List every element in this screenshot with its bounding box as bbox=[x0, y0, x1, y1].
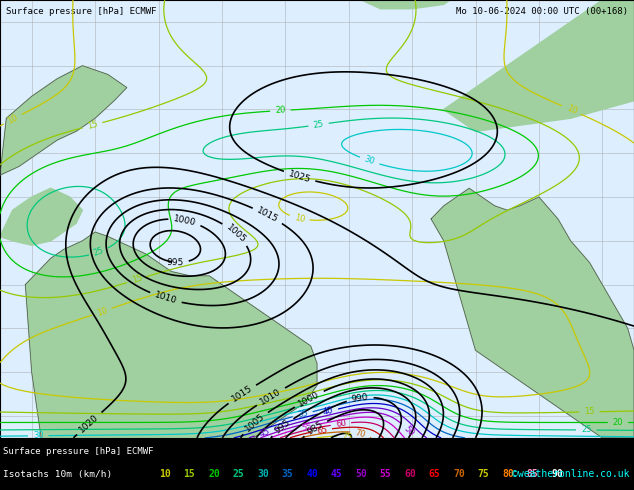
Text: 15: 15 bbox=[184, 469, 195, 479]
Text: 10: 10 bbox=[6, 113, 20, 125]
Text: 985: 985 bbox=[306, 420, 325, 437]
Text: 25: 25 bbox=[93, 246, 105, 258]
Text: 15: 15 bbox=[584, 407, 595, 416]
Text: 70: 70 bbox=[354, 428, 366, 439]
Text: 25: 25 bbox=[581, 425, 592, 435]
Text: 30: 30 bbox=[363, 155, 376, 167]
Text: 25: 25 bbox=[233, 469, 244, 479]
Text: 75: 75 bbox=[477, 469, 489, 479]
Text: 65: 65 bbox=[429, 469, 441, 479]
Text: Surface pressure [hPa] ECMWF: Surface pressure [hPa] ECMWF bbox=[3, 447, 153, 456]
Text: 15: 15 bbox=[86, 120, 99, 131]
Text: 60: 60 bbox=[404, 469, 416, 479]
Text: 10: 10 bbox=[159, 469, 171, 479]
Text: 90: 90 bbox=[551, 469, 563, 479]
Text: 1025: 1025 bbox=[287, 169, 312, 184]
Text: 35: 35 bbox=[297, 409, 309, 420]
Text: 1015: 1015 bbox=[230, 384, 254, 404]
Polygon shape bbox=[361, 0, 456, 9]
Text: 65: 65 bbox=[316, 425, 328, 436]
Text: Isotachs 10m (km/h): Isotachs 10m (km/h) bbox=[3, 470, 112, 479]
Polygon shape bbox=[444, 0, 634, 131]
Text: 10: 10 bbox=[294, 213, 306, 224]
Text: 1000: 1000 bbox=[297, 390, 321, 408]
Text: 25: 25 bbox=[313, 120, 325, 130]
Text: 45: 45 bbox=[258, 427, 271, 439]
Text: 995: 995 bbox=[273, 418, 292, 436]
Text: 50: 50 bbox=[402, 424, 415, 438]
Text: 1010: 1010 bbox=[259, 387, 283, 406]
Text: 50: 50 bbox=[355, 469, 367, 479]
Text: Mo 10-06-2024 00:00 UTC (00+168): Mo 10-06-2024 00:00 UTC (00+168) bbox=[456, 6, 628, 16]
Text: 40: 40 bbox=[306, 469, 318, 479]
Text: 35: 35 bbox=[281, 469, 294, 479]
Text: 10: 10 bbox=[565, 104, 578, 116]
Text: 85: 85 bbox=[527, 469, 538, 479]
Text: Surface pressure [hPa] ECMWF: Surface pressure [hPa] ECMWF bbox=[6, 6, 157, 16]
Text: 10: 10 bbox=[96, 306, 108, 318]
Text: ©weatheronline.co.uk: ©weatheronline.co.uk bbox=[512, 469, 630, 479]
Text: 30: 30 bbox=[257, 469, 269, 479]
Text: 70: 70 bbox=[453, 469, 465, 479]
Text: 20: 20 bbox=[275, 106, 286, 115]
Text: 55: 55 bbox=[380, 469, 391, 479]
Polygon shape bbox=[0, 66, 127, 175]
Text: 1020: 1020 bbox=[78, 413, 101, 435]
Text: 995: 995 bbox=[167, 258, 184, 267]
Polygon shape bbox=[431, 188, 634, 438]
Text: 80: 80 bbox=[502, 469, 514, 479]
Polygon shape bbox=[0, 188, 82, 245]
Text: 1005: 1005 bbox=[243, 412, 266, 433]
Text: 30: 30 bbox=[33, 431, 44, 441]
Polygon shape bbox=[25, 232, 317, 490]
Text: 60: 60 bbox=[335, 418, 347, 429]
Text: 1010: 1010 bbox=[153, 291, 178, 306]
Text: 55: 55 bbox=[301, 421, 313, 433]
Text: 1015: 1015 bbox=[256, 206, 280, 224]
Text: 75: 75 bbox=[342, 432, 353, 442]
Text: 20: 20 bbox=[208, 469, 220, 479]
Text: 40: 40 bbox=[322, 406, 334, 417]
Text: 15: 15 bbox=[131, 274, 143, 285]
Text: 990: 990 bbox=[351, 392, 369, 404]
Text: 1005: 1005 bbox=[224, 222, 247, 245]
Text: 45: 45 bbox=[330, 469, 342, 479]
Text: 1000: 1000 bbox=[172, 214, 197, 227]
Text: 20: 20 bbox=[613, 418, 623, 427]
